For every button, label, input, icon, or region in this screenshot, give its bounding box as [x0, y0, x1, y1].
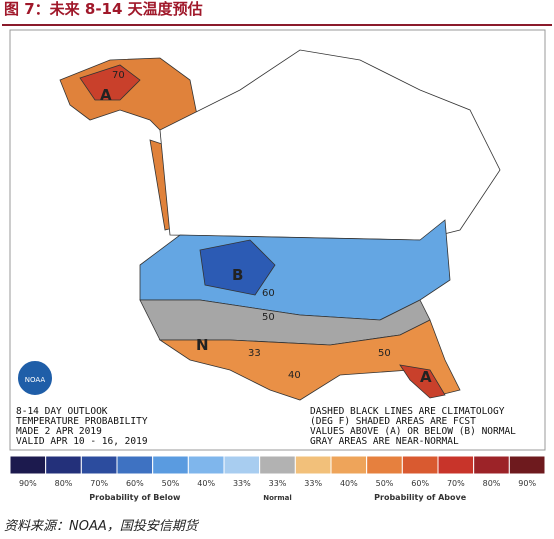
legend-label: 60% [126, 479, 144, 488]
map-label: B [232, 266, 243, 284]
legend-label: 40% [340, 479, 358, 488]
figure-title: 图 7：未来 8-14 天温度预估 [4, 0, 203, 18]
map-label: 50 [262, 312, 275, 323]
outlook-text: 8-14 DAY OUTLOOK [16, 406, 108, 417]
legend-label: 60% [411, 479, 429, 488]
legend-swatch [80, 455, 118, 475]
alaska-core [79, 64, 141, 101]
source: 资料来源：NOAA，国投安信期货 [4, 519, 200, 534]
legend-caption: Normal [263, 494, 292, 502]
legend-swatch [508, 455, 546, 475]
legend-label: 70% [447, 479, 465, 488]
legend-swatch [152, 455, 189, 475]
legend-swatch [473, 455, 510, 475]
note-text: GRAY AREAS ARE NEAR-NORMAL [310, 436, 459, 447]
legend-swatch [366, 455, 403, 475]
map-label: 40 [288, 370, 301, 381]
legend-label: 90% [19, 479, 37, 488]
legend-label: 40% [197, 479, 215, 488]
outlook-text: TEMPERATURE PROBABILITY [16, 416, 148, 427]
legend-label: 50% [376, 479, 394, 488]
map-label: 33 [248, 348, 261, 359]
legend-label: 80% [55, 479, 73, 488]
legend-label: 33% [269, 479, 287, 488]
below-core [199, 239, 276, 296]
above-core [399, 364, 446, 399]
map-label: 50 [378, 348, 391, 359]
legend-swatch [330, 455, 368, 475]
map-label: 70 [112, 70, 125, 81]
logo-text: NOAA [25, 376, 46, 384]
legend-swatch [187, 455, 225, 475]
legend-swatch [223, 455, 261, 475]
map-label: 60 [262, 288, 275, 299]
legend-label: 90% [518, 479, 536, 488]
legend-swatch [259, 455, 296, 475]
legend-swatch [116, 455, 154, 475]
legend-label: 50% [162, 479, 180, 488]
legend-label: 70% [90, 479, 108, 488]
note-text: VALUES ABOVE (A) OR BELOW (B) NORMAL [310, 426, 516, 437]
note-text: DASHED BLACK LINES ARE CLIMATOLOGY [310, 406, 505, 417]
outlook-text: MADE 2 APR 2019 [16, 426, 102, 437]
legend-swatch [9, 455, 47, 475]
outlook-text: VALID APR 10 - 16, 2019 [16, 436, 148, 447]
legend-swatch [401, 455, 439, 475]
legend-swatch [294, 455, 332, 475]
legend-caption: Probability of Below [89, 493, 181, 502]
legend-swatch [437, 455, 475, 475]
legend-swatch [45, 455, 82, 475]
note-text: (DEG F) SHADED AREAS ARE FCST [310, 416, 476, 427]
noaa-logo [16, 359, 54, 397]
map-label: A [100, 86, 112, 104]
legend-label: 33% [304, 479, 322, 488]
map [59, 49, 501, 401]
map-label: N [196, 336, 209, 354]
map-label: A [420, 368, 432, 386]
legend-label: 33% [233, 479, 251, 488]
legend-label: 80% [483, 479, 501, 488]
legend-caption: Probability of Above [374, 493, 467, 502]
